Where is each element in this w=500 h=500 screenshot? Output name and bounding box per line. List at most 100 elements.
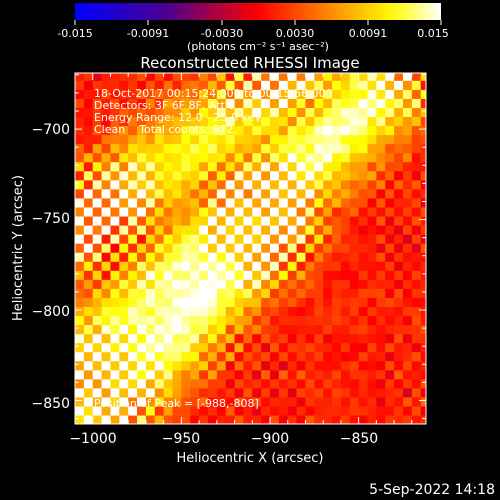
heatmap-cell [83,234,94,244]
heatmap-cell [163,170,174,181]
heatmap-cell [411,360,422,371]
heatmap-cell [305,170,315,181]
heatmap-cell [252,107,262,118]
heatmap-cell [101,170,112,181]
heatmap-cell [358,252,369,262]
heatmap-cell [385,170,395,181]
heatmap-cell [402,378,413,389]
heatmap-cell [163,252,174,262]
heatmap-cell [234,297,245,307]
heatmap-cell [402,170,413,181]
heatmap-cell [128,215,138,226]
heatmap-cell [83,333,94,344]
heatmap-cell [243,224,253,235]
heatmap-cell [332,89,342,99]
heatmap-cell [172,270,182,280]
heatmap-cell [287,179,298,190]
heatmap-cell [216,252,227,262]
heatmap-cell [225,134,236,145]
heatmap-cell [234,351,245,362]
heatmap-cell [207,73,218,81]
heatmap-cell [216,405,227,416]
heatmap-cell [358,197,369,208]
heatmap-cell [199,378,209,389]
heatmap-cell [296,170,307,181]
heatmap-cell [199,360,209,371]
heatmap-cell [305,224,315,235]
heatmap-cell [376,333,386,344]
heatmap-cell [181,387,191,398]
heatmap-cell [270,125,280,136]
heatmap-cell [358,306,369,317]
heatmap-cell [145,288,156,298]
heatmap-cell [376,288,386,298]
heatmap-cell [270,224,280,235]
heatmap-cell [349,360,360,371]
heatmap-cell [394,306,404,317]
heatmap-cell [305,387,315,398]
heatmap-cell [358,215,369,226]
heatmap-cell [101,270,112,280]
heatmap-cell [243,107,253,118]
heatmap-cell [287,261,298,271]
heatmap-cell [145,342,156,353]
heatmap-cell [207,215,218,226]
heatmap-cell [394,197,404,208]
heatmap-cell [340,224,351,235]
heatmap-cell [323,252,333,262]
heatmap-cell [216,152,227,163]
detectors-line: Detectors: 3F 6F 8F, Att 0 [94,99,235,112]
heatmap-cell [385,224,395,235]
heatmap-cell [110,206,120,217]
heatmap-cell [376,73,386,81]
heatmap-cell [110,333,120,344]
heatmap-cell [402,73,413,81]
heatmap-cell [172,378,182,389]
heatmap-cell [411,243,422,253]
heatmap-cell [216,98,227,108]
heatmap-cell [278,107,289,118]
heatmap-cell [216,333,227,344]
heatmap-cell [278,116,289,127]
heatmap-cell [261,143,271,154]
heatmap-cell [172,170,182,181]
heatmap-cell [278,261,289,271]
heatmap-cell [314,315,324,326]
heatmap-cell [314,80,324,90]
heatmap-cell [367,369,377,380]
heatmap-cell [190,89,200,99]
heatmap-cell [216,261,227,271]
heatmap-cell [225,116,236,127]
heatmap-cell [243,270,253,280]
heatmap-cell [287,288,298,298]
heatmap-cell [199,80,209,90]
heatmap-cell [154,234,165,244]
heatmap-cell [225,98,236,108]
heatmap-cell [119,369,129,380]
heatmap-cell [252,116,262,127]
heatmap-cell [420,80,426,90]
heatmap-cell [411,224,422,235]
heatmap-cell [181,315,191,326]
heatmap-cell [270,324,280,335]
heatmap-cell [137,116,147,127]
heatmap-cell [349,161,360,172]
heatmap-cell [411,215,422,226]
heatmap-cell [367,324,377,335]
heatmap-cell [243,197,253,208]
heatmap-cell [101,80,112,90]
heatmap-cell [128,134,138,145]
heatmap-cell [332,197,342,208]
heatmap-cell [128,324,138,335]
heatmap-cell [314,143,324,154]
heatmap-cell [323,215,333,226]
heatmap-cell [340,270,351,280]
heatmap-cell [305,179,315,190]
heatmap-cell [172,73,182,81]
heatmap-cell [367,234,377,244]
heatmap-cell [181,270,191,280]
heatmap-cell [163,234,174,244]
heatmap-cell [243,98,253,108]
heatmap-cell [92,342,103,353]
heatmap-cell [75,80,85,90]
